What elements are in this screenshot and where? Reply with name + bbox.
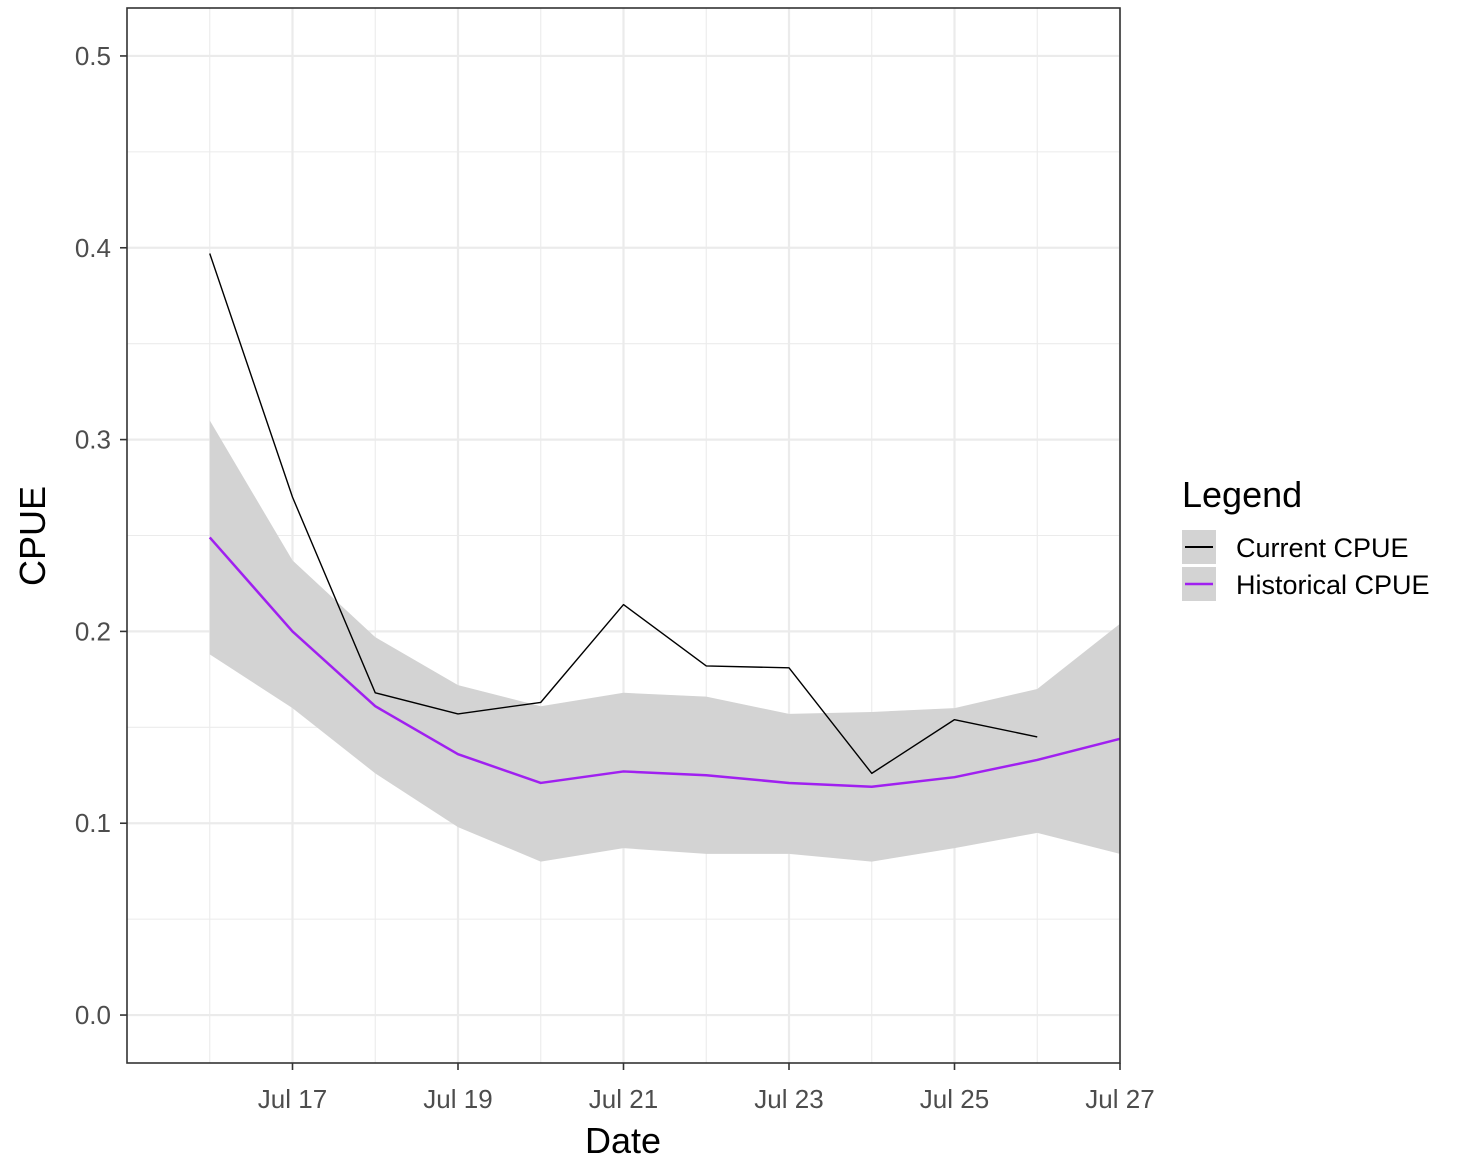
confidence-ribbons: [209, 420, 1120, 862]
x-tick-label: Jul 25: [920, 1084, 989, 1114]
y-tick-label: 0.4: [75, 233, 111, 263]
legend-key-historical: [1182, 567, 1216, 601]
x-tick-label: Jul 19: [423, 1084, 492, 1114]
x-tick-label: Jul 17: [258, 1084, 327, 1114]
confidence-ribbon-1: [209, 420, 1120, 862]
legend: Legend Current CPUE Historical CPUE: [1182, 474, 1430, 601]
series-lines: [208, 253, 1121, 789]
legend-label-current: Current CPUE: [1236, 533, 1409, 563]
y-tick-label: 0.5: [75, 41, 111, 71]
x-tick-label: Jul 23: [754, 1084, 823, 1114]
legend-title: Legend: [1182, 474, 1302, 515]
series-line-1: [208, 536, 1121, 789]
x-tick-label: Jul 27: [1085, 1084, 1154, 1114]
x-axis: Jul 17 Jul 19 Jul 21 Jul 23 Jul 25 Jul 27: [258, 1063, 1155, 1114]
y-tick-label: 0.0: [75, 1000, 111, 1030]
grid-major: [127, 8, 1122, 1063]
y-tick-label: 0.2: [75, 616, 111, 646]
legend-key-current: [1182, 530, 1216, 564]
y-tick-label: 0.1: [75, 808, 111, 838]
legend-label-historical: Historical CPUE: [1236, 570, 1430, 600]
x-tick-label: Jul 21: [589, 1084, 658, 1114]
y-axis: 0.0 0.1 0.2 0.3 0.4 0.5: [75, 41, 127, 1030]
y-tick-label: 0.3: [75, 425, 111, 455]
y-axis-title: CPUE: [12, 486, 53, 586]
series-line-0: [209, 253, 1038, 775]
x-axis-title: Date: [585, 1120, 661, 1161]
